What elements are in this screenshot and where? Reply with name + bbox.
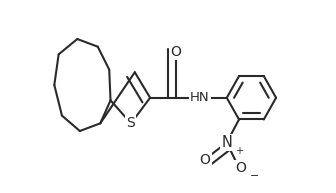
Text: O: O <box>235 161 246 175</box>
Text: N: N <box>221 135 232 150</box>
Text: −: − <box>250 171 260 181</box>
Text: +: + <box>235 146 243 157</box>
Text: S: S <box>127 116 135 130</box>
Text: O: O <box>200 153 210 167</box>
Text: O: O <box>170 45 181 59</box>
Text: HN: HN <box>190 91 210 104</box>
